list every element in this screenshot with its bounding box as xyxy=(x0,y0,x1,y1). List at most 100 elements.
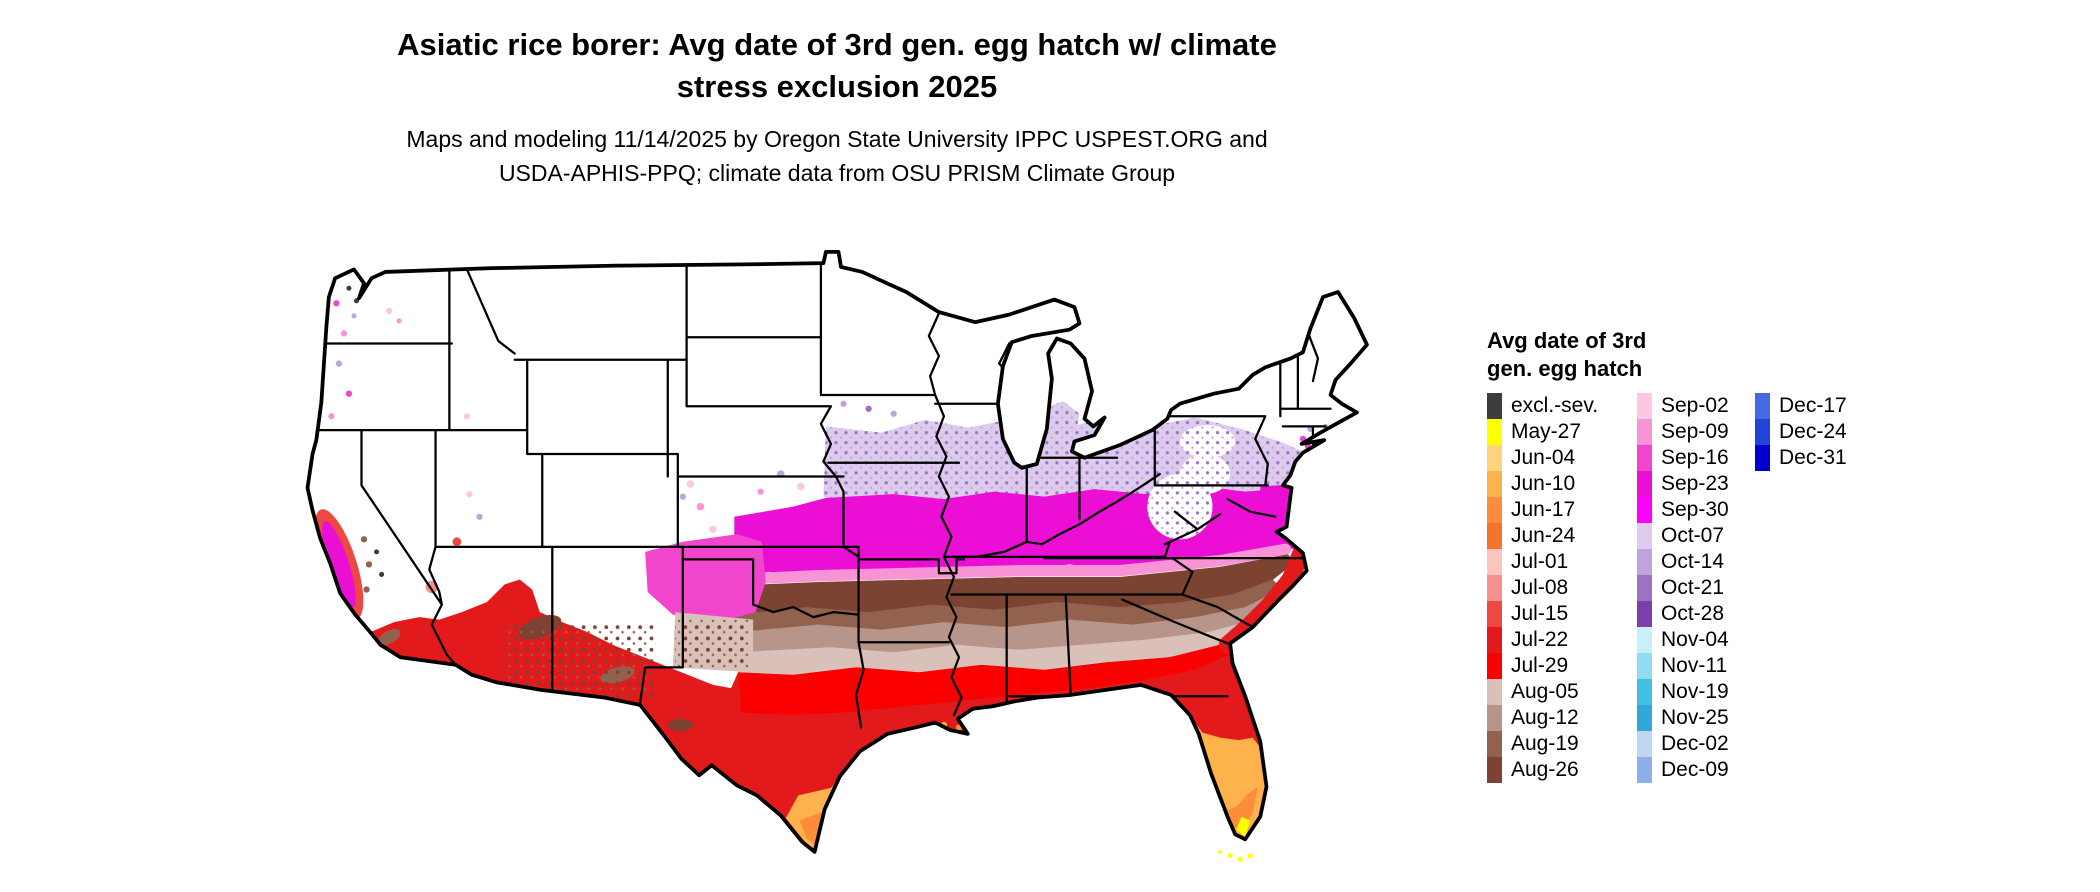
state-borders xyxy=(310,264,1332,729)
legend-swatch xyxy=(1487,575,1502,601)
legend-entry: Oct-07 xyxy=(1637,523,1729,549)
legend-entry: Sep-16 xyxy=(1637,445,1729,471)
zone-early-sep-strip xyxy=(728,543,1291,586)
legend-entry-label: Sep-30 xyxy=(1661,498,1729,521)
legend-entry-label: Oct-14 xyxy=(1661,550,1725,573)
legend-entry-label: Aug-26 xyxy=(1511,758,1579,781)
legend-swatch xyxy=(1487,705,1502,731)
legend-entry-label: Nov-25 xyxy=(1661,706,1729,729)
legend-entry: Dec-09 xyxy=(1637,757,1729,783)
title-line-1: Asiatic rice borer: Avg date of 3rd gen.… xyxy=(397,27,1277,62)
legend-entry-label: Nov-11 xyxy=(1661,654,1728,677)
map-legend: Avg date of 3rd gen. egg hatch excl.-sev… xyxy=(1487,327,1887,793)
legend-entry-label: Dec-31 xyxy=(1779,446,1847,469)
legend-entry-label: Dec-09 xyxy=(1661,758,1729,781)
legend-entry-label: Sep-16 xyxy=(1661,446,1729,469)
legend-entry-label: Oct-07 xyxy=(1661,524,1725,547)
legend-entry-label: Jul-08 xyxy=(1511,576,1569,599)
legend-entry-label: Aug-12 xyxy=(1511,706,1579,729)
legend-entry-label: Sep-02 xyxy=(1661,394,1729,417)
legend-swatch xyxy=(1487,419,1502,445)
legend-swatch xyxy=(1755,445,1770,471)
zone-mtn-brown-3 xyxy=(667,718,693,732)
us-map xyxy=(241,228,1446,887)
legend-entry: Nov-25 xyxy=(1637,705,1729,731)
legend-entry: Jul-29 xyxy=(1487,653,1598,679)
legend-swatch xyxy=(1637,575,1652,601)
legend-swatch xyxy=(1637,731,1652,757)
legend-entry-label: Jul-29 xyxy=(1511,654,1569,677)
legend-entry: Oct-21 xyxy=(1637,575,1729,601)
zone-panhandle-pink xyxy=(645,534,766,623)
legend-swatch xyxy=(1637,549,1652,575)
legend-swatch xyxy=(1487,601,1502,627)
legend-entry: Jun-24 xyxy=(1487,523,1598,549)
legend-entry: Jun-10 xyxy=(1487,471,1598,497)
legend-swatch xyxy=(1487,627,1502,653)
zone-se-coastal-red xyxy=(1218,543,1311,654)
legend-swatch xyxy=(1637,445,1652,471)
zone-stx-orange xyxy=(785,776,841,852)
legend-entry: Sep-30 xyxy=(1637,497,1729,523)
legend-entry: Dec-31 xyxy=(1755,445,1847,471)
zone-aug26-band xyxy=(731,554,1296,618)
legend-entry-label: Jul-15 xyxy=(1511,602,1569,625)
legend-swatch xyxy=(1637,705,1652,731)
subtitle-line-1: Maps and modeling 11/14/2025 by Oregon S… xyxy=(406,126,1268,152)
legend-entry: Dec-24 xyxy=(1755,419,1847,445)
legend-swatch xyxy=(1487,653,1502,679)
legend-entry: Sep-02 xyxy=(1637,393,1729,419)
us-map-svg xyxy=(305,249,1369,862)
legend-entry-label: Dec-24 xyxy=(1779,420,1847,443)
legend-swatch xyxy=(1487,731,1502,757)
legend-swatch xyxy=(1487,757,1502,783)
subtitle-line-2: USDA-APHIS-PPQ; climate data from OSU PR… xyxy=(498,160,1176,186)
legend-entry-label: Jun-17 xyxy=(1511,498,1576,521)
legend-entry-label: Dec-17 xyxy=(1779,394,1847,417)
legend-entry: Aug-05 xyxy=(1487,679,1598,705)
us-outline xyxy=(305,249,1369,854)
legend-entry-label: Dec-02 xyxy=(1661,732,1729,755)
legend-swatch xyxy=(1637,627,1652,653)
legend-swatch xyxy=(1487,523,1502,549)
legend-swatch xyxy=(1637,523,1652,549)
legend-entry-label: Oct-28 xyxy=(1661,602,1725,625)
florida-keys-dots xyxy=(1218,849,1253,862)
legend-entry-label: Nov-19 xyxy=(1661,680,1729,703)
zone-central-valley-inner xyxy=(321,521,356,608)
zone-florida-orange-deep xyxy=(1227,786,1258,831)
legend-entry: Jun-04 xyxy=(1487,445,1598,471)
legend-entry-label: Aug-19 xyxy=(1511,732,1579,755)
legend-swatch xyxy=(1637,601,1652,627)
legend-entry-label: Sep-09 xyxy=(1661,420,1729,443)
legend-entry-label: Jun-10 xyxy=(1511,472,1576,495)
legend-column-1: excl.-sev. May-27 Jun-04 Jun-10 xyxy=(1487,393,1598,783)
legend-entry: Sep-09 xyxy=(1637,419,1729,445)
legend-entry: Nov-11 xyxy=(1637,653,1729,679)
legend-entry-label: Sep-23 xyxy=(1661,472,1729,495)
legend-entry: Aug-26 xyxy=(1487,757,1598,783)
legend-column-2: Sep-02 Sep-09 Sep-16 Sep-23 xyxy=(1637,393,1729,783)
legend-entry: Dec-02 xyxy=(1637,731,1729,757)
legend-swatch xyxy=(1637,757,1652,783)
legend-swatch xyxy=(1755,419,1770,445)
legend-entry: Nov-19 xyxy=(1637,679,1729,705)
page-title: Asiatic rice borer: Avg date of 3rd gen.… xyxy=(0,24,1674,108)
legend-entry: Jul-15 xyxy=(1487,601,1598,627)
legend-entry-label: Jul-22 xyxy=(1511,628,1569,651)
legend-swatch xyxy=(1487,549,1502,575)
legend-entry: May-27 xyxy=(1487,419,1598,445)
legend-entry-label: Nov-04 xyxy=(1661,628,1729,651)
legend-entry-label: May-27 xyxy=(1511,420,1582,443)
legend-entry: excl.-sev. xyxy=(1487,393,1598,419)
legend-entry: Nov-04 xyxy=(1637,627,1729,653)
zone-jul29-strip xyxy=(738,642,1241,716)
legend-title-line-2: gen. egg hatch xyxy=(1487,356,1643,381)
title-line-2: stress exclusion 2025 xyxy=(676,69,998,104)
zone-florida-yellow-tip xyxy=(1236,816,1251,837)
legend-entry-label: Jul-01 xyxy=(1511,550,1569,573)
legend-swatch xyxy=(1637,679,1652,705)
legend-entry: Jun-17 xyxy=(1487,497,1598,523)
legend-swatch xyxy=(1637,419,1652,445)
zone-aug19-band xyxy=(734,579,1283,635)
